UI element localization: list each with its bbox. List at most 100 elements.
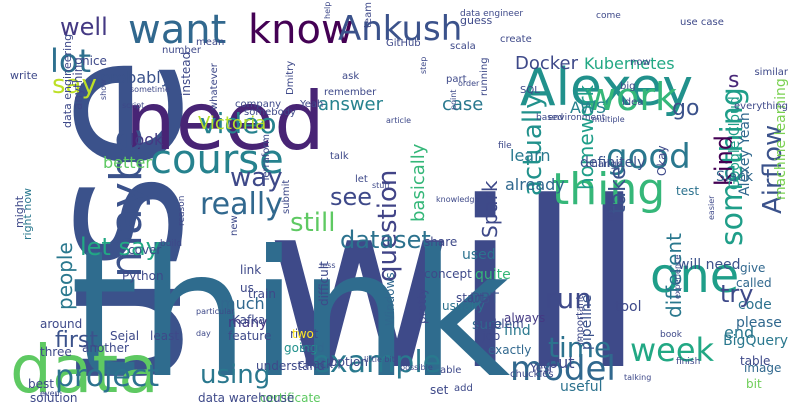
word-certificate: certificate — [260, 391, 321, 405]
word-book: book — [660, 330, 682, 340]
word-even: even — [40, 389, 60, 398]
word-windows: Windows — [383, 272, 397, 326]
word-part: part — [446, 74, 467, 85]
word-three: three — [40, 345, 72, 359]
word-definitely: definitely — [580, 155, 646, 171]
word-environment: environment — [548, 113, 606, 123]
word-first: first — [55, 328, 98, 353]
word-show: show — [99, 79, 108, 100]
word-need: need — [125, 75, 325, 168]
word-going: going — [284, 341, 318, 355]
word-feature: feature — [228, 329, 272, 343]
word-start: start — [456, 291, 484, 305]
word-point: point — [449, 89, 458, 110]
word-particular: particular — [196, 307, 235, 316]
word-job: job — [482, 329, 501, 343]
word-way: way — [230, 163, 283, 193]
word-go: go — [672, 96, 700, 121]
word-many: many — [228, 315, 268, 331]
word-model: model — [510, 349, 616, 389]
word-good: good — [606, 137, 691, 177]
word-everything: everything — [734, 101, 788, 112]
word-end: end — [724, 323, 755, 342]
word-exactly: exactly — [488, 343, 532, 357]
word-slack: Slack — [716, 169, 754, 185]
word-data-warehouse: data warehouse — [198, 391, 295, 405]
word-try: try — [720, 280, 754, 308]
word-kafka: Kafka — [232, 313, 266, 327]
word-terraform: Terraform — [261, 133, 272, 182]
word-dmitry: Dmitry — [285, 60, 296, 95]
word-yes: Yes — [530, 361, 550, 375]
word-will: will — [265, 154, 645, 405]
word-important: important — [575, 295, 586, 345]
word-solution: solution — [30, 391, 78, 405]
word-victoria: Victoria — [198, 113, 267, 134]
word-docker: Docker — [515, 53, 579, 74]
word-still: still — [290, 208, 336, 238]
word-aws: AWS — [570, 98, 607, 117]
word-concept: concept — [424, 267, 472, 281]
word-sometime: sometime — [130, 85, 170, 94]
word-two: two — [292, 327, 314, 341]
word-build: build — [160, 239, 183, 249]
word-project: project — [55, 359, 160, 394]
word-let-say: let say — [80, 233, 160, 261]
word-already: already — [505, 175, 565, 194]
word-time: time — [548, 331, 612, 364]
word-sure: sure — [472, 317, 503, 333]
word-s: s — [728, 68, 740, 93]
word-number: number — [162, 45, 202, 56]
word-case: case — [442, 94, 484, 115]
word-usually: usually — [442, 299, 485, 313]
word-best: best — [28, 377, 54, 391]
word-work: work — [585, 75, 677, 119]
word-pretty: pretty — [415, 287, 429, 324]
word-one: one — [650, 248, 740, 304]
word-come: come — [596, 11, 621, 21]
word-said: said — [300, 341, 325, 355]
word-bigquery: BigQuery — [723, 333, 788, 349]
word-dbt: DBT — [470, 291, 499, 307]
word-add: add — [454, 383, 473, 394]
word-example: example — [312, 345, 442, 380]
word-change: change — [586, 159, 623, 170]
word-submit: submit — [281, 179, 292, 214]
word-around: around — [40, 317, 83, 331]
word-multiple: multiple — [592, 115, 625, 124]
word-use-case: use case — [680, 17, 724, 28]
word-option: option — [330, 355, 368, 369]
word-understand: understand — [256, 359, 325, 373]
word-link: link — [240, 263, 262, 277]
word-okay: Okay — [655, 145, 669, 176]
word-think: think — [70, 214, 511, 405]
word-probably: probably — [100, 68, 171, 87]
word-make: make — [605, 194, 616, 222]
word-better: better — [103, 153, 152, 172]
word-learn: learn — [510, 146, 551, 165]
word-put: put — [548, 353, 575, 372]
word-alexey: Alexey — [520, 58, 694, 118]
word-run: run — [545, 282, 593, 315]
word-remember: remember — [324, 87, 377, 98]
word-reason: reason — [177, 195, 187, 226]
word-guess: guess — [460, 14, 493, 27]
word-using: using — [200, 360, 271, 390]
word-quite: quite — [475, 267, 511, 283]
word-check: check — [298, 357, 334, 371]
word-nice: nice — [82, 54, 107, 68]
word-finish: finish — [676, 357, 701, 367]
word-data-engineer: data engineer — [460, 9, 524, 19]
word-right: right — [290, 327, 319, 341]
word-know: know — [248, 7, 354, 53]
word-able: able — [440, 365, 462, 376]
word-basically: basically — [408, 143, 429, 222]
word-dataset: dataset — [340, 226, 431, 254]
word-write: write — [10, 69, 38, 82]
word-much: much — [220, 294, 265, 313]
word-article: article — [386, 116, 412, 125]
word-please: please — [736, 315, 782, 331]
word-talk: talk — [330, 151, 349, 162]
word-week: week — [630, 331, 715, 369]
